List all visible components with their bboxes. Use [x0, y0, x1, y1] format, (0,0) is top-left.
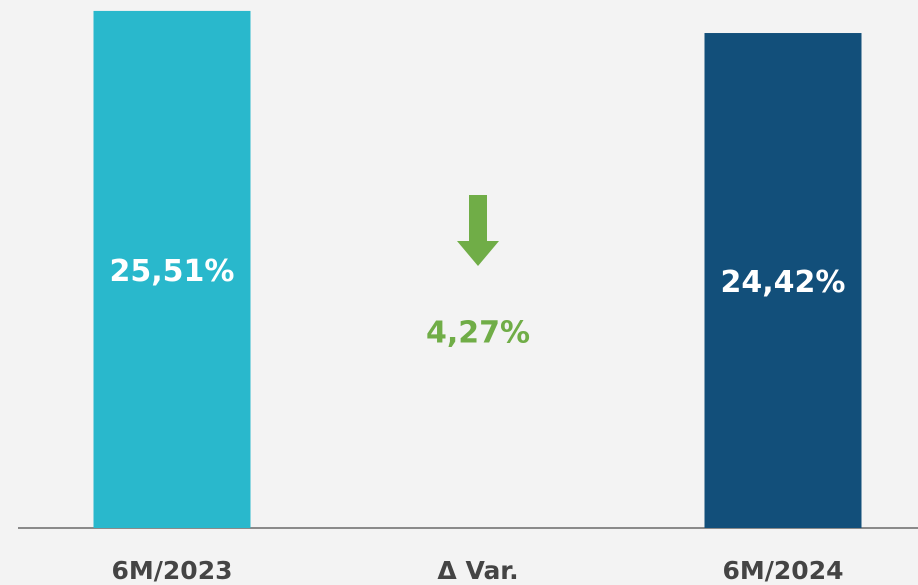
variation-label: 4,27% — [426, 316, 530, 351]
x-tick-label: Δ Var. — [437, 556, 518, 585]
value-label: 25,51% — [110, 254, 235, 289]
down-arrow — [457, 195, 499, 266]
x-tick-label: 6M/2024 — [723, 556, 844, 585]
bar — [93, 10, 251, 528]
x-tick-label: 6M/2023 — [112, 556, 233, 585]
bar — [704, 33, 862, 528]
value-label: 24,42% — [721, 265, 846, 300]
